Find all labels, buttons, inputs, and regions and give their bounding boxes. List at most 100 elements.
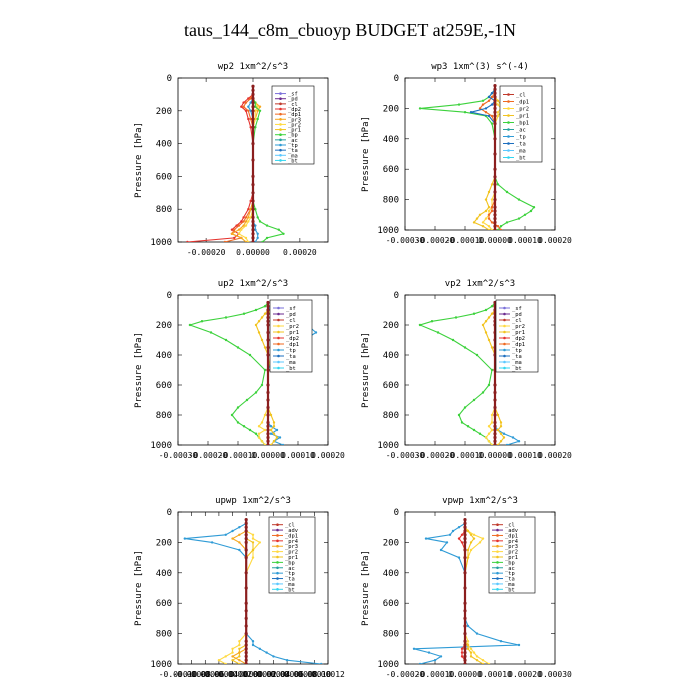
series-point (263, 346, 267, 349)
series-point (472, 428, 476, 432)
series-point (469, 647, 473, 650)
x-tick-label: 0.00006 (270, 670, 304, 679)
series-point (517, 440, 521, 443)
series-point (249, 216, 252, 219)
series-point (244, 529, 248, 533)
series-point (244, 533, 248, 537)
series-point (248, 353, 252, 357)
series-point (463, 658, 467, 662)
series-point (463, 548, 467, 552)
series-point (478, 213, 482, 216)
series-point (487, 225, 491, 228)
series-point (247, 97, 250, 100)
legend-label: _bt (285, 587, 295, 593)
legend-marker (276, 523, 279, 526)
series-point (251, 125, 255, 129)
series-point (469, 651, 473, 654)
series-point (463, 624, 467, 628)
legend-label: _tp (288, 143, 298, 149)
series-point (251, 109, 255, 113)
series-point (481, 225, 485, 228)
series-point (240, 228, 243, 231)
series-point (260, 316, 264, 319)
series-point (256, 105, 259, 108)
series-point (285, 659, 289, 662)
series-point (496, 103, 500, 106)
legend-label: _dp1 (288, 112, 301, 118)
legend-marker (507, 93, 510, 96)
series-point (487, 217, 491, 220)
series-point (469, 533, 473, 536)
series-point (251, 541, 255, 544)
series-point (463, 537, 467, 541)
series-point (490, 428, 494, 432)
series-point (472, 221, 476, 224)
series-point (487, 209, 491, 213)
legend-label: _pr3 (505, 544, 518, 550)
series-point (217, 659, 221, 662)
chart-panel-6: vpwp 1xm^2/s^3 0 200 400 600 800 1000-0.00020-… (361, 496, 572, 679)
legend-marker (276, 555, 279, 559)
series-point (244, 624, 248, 628)
series-point (496, 428, 500, 432)
series-point (436, 331, 440, 334)
legend-label: _ac (505, 566, 515, 572)
series-point (493, 213, 497, 217)
series-point (254, 224, 257, 227)
series-point (244, 632, 248, 636)
series-point (249, 109, 252, 113)
series-point (490, 368, 494, 372)
series-point (490, 122, 494, 125)
chart-title: up2 1xm^2/s^3 (218, 279, 288, 289)
plot-frame (404, 294, 556, 446)
series-point (484, 308, 488, 312)
legend-marker (279, 159, 282, 162)
series-point (238, 640, 241, 643)
series-point (490, 228, 494, 230)
series-point (266, 345, 270, 350)
series-point (460, 421, 464, 424)
series-point (258, 109, 262, 113)
series-point (466, 647, 470, 650)
series-point (278, 436, 282, 439)
series-point (484, 436, 488, 439)
series-point (248, 428, 252, 432)
legend-label: _pr2 (285, 550, 298, 556)
x-tick-label: 0.00000 (448, 670, 482, 679)
legend-marker (503, 342, 506, 346)
series-point (257, 436, 261, 439)
legend-label: _sf (512, 306, 522, 312)
y-axis-label: Pressure [hPa] (361, 116, 371, 192)
series-point (257, 425, 261, 428)
legend-label: _bt (516, 156, 526, 162)
series-point (505, 443, 509, 445)
series-point (244, 101, 248, 104)
series-point (460, 647, 464, 650)
legend-marker (279, 123, 282, 126)
series-point (272, 425, 276, 428)
y-tick-label: 1000 (150, 441, 172, 451)
series-point (487, 338, 491, 342)
legend-label: _ta (505, 577, 515, 583)
legend-label: _tp (286, 348, 296, 354)
series-point (481, 391, 485, 394)
series-point (490, 312, 494, 315)
series-point (244, 651, 248, 655)
legend-label: _ma (505, 582, 515, 588)
series-point (258, 105, 262, 108)
series-point (490, 114, 494, 118)
legend-marker (503, 366, 506, 370)
series-point (244, 540, 248, 545)
series-point (257, 320, 261, 323)
legend-marker (277, 360, 280, 364)
series-point (258, 647, 262, 650)
y-tick-label: 0 (167, 508, 172, 518)
series-point (493, 175, 497, 179)
x-tick-label: 0.00012 (311, 670, 345, 679)
series-point (266, 312, 270, 316)
legend-marker (277, 336, 280, 340)
series-point (244, 521, 248, 526)
series-point (475, 353, 479, 357)
series-point (463, 609, 467, 613)
